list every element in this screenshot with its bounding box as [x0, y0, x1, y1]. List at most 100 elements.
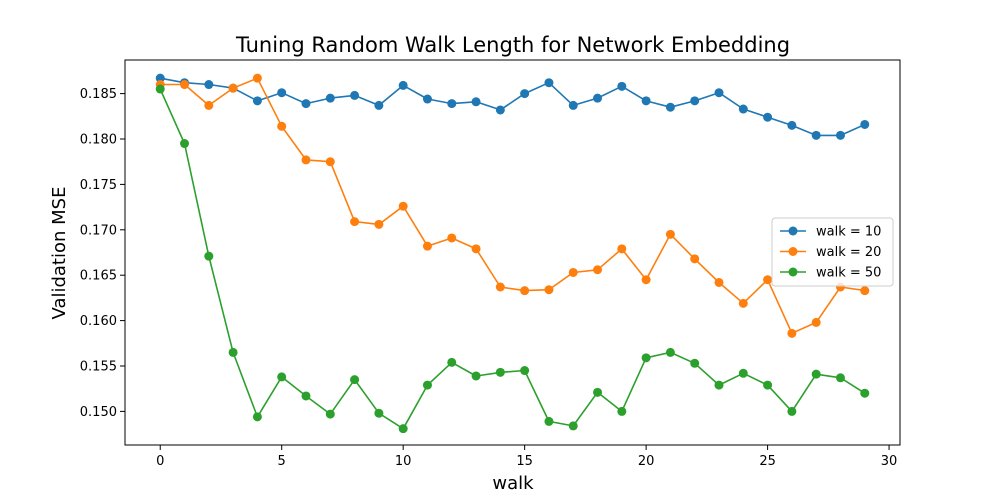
- data-point: [690, 254, 700, 264]
- y-axis-label: Validation MSE: [49, 187, 70, 320]
- data-point: [665, 347, 675, 357]
- legend-item: walk = 10: [780, 225, 881, 240]
- x-axis-label: walk: [492, 473, 534, 494]
- data-point: [787, 406, 797, 416]
- data-point: [495, 367, 505, 377]
- data-point: [252, 96, 262, 106]
- series-line: [160, 77, 865, 335]
- data-point: [665, 102, 675, 112]
- data-point: [180, 139, 190, 149]
- x-tick-label: 20: [638, 454, 655, 469]
- data-point: [641, 96, 651, 106]
- data-point: [665, 229, 675, 239]
- data-point: [252, 412, 262, 422]
- data-point: [155, 84, 165, 94]
- x-tick-label: 10: [395, 454, 412, 469]
- series-3: [155, 84, 870, 434]
- data-point: [593, 93, 603, 103]
- data-point: [350, 90, 360, 100]
- data-point: [325, 93, 335, 103]
- data-point: [252, 73, 262, 83]
- x-tick-label: 0: [156, 454, 164, 469]
- data-point: [228, 347, 238, 357]
- data-point: [374, 100, 384, 110]
- data-point: [301, 391, 311, 401]
- data-point: [398, 424, 408, 434]
- data-point: [471, 97, 481, 107]
- data-point: [568, 100, 578, 110]
- data-point: [495, 105, 505, 115]
- data-point: [763, 275, 773, 285]
- data-point: [520, 366, 530, 376]
- y-tick-label: 0.185: [80, 87, 117, 102]
- data-point: [447, 233, 457, 243]
- data-point: [374, 408, 384, 418]
- data-point: [204, 100, 214, 110]
- data-point: [714, 380, 724, 390]
- data-point: [763, 112, 773, 122]
- data-point: [301, 155, 311, 165]
- data-point: [544, 416, 554, 426]
- data-point: [811, 369, 821, 379]
- x-tick-label: 30: [881, 454, 898, 469]
- data-point: [180, 80, 190, 90]
- data-point: [763, 380, 773, 390]
- data-point: [690, 358, 700, 368]
- legend-label: walk = 10: [816, 225, 881, 240]
- data-point: [544, 285, 554, 295]
- data-point: [544, 78, 554, 88]
- data-point: [277, 372, 287, 382]
- data-point: [422, 241, 432, 251]
- y-tick-label: 0.175: [80, 178, 117, 193]
- legend-box: [771, 217, 894, 287]
- data-point: [568, 421, 578, 431]
- data-point: [738, 298, 748, 308]
- legend-swatch-marker: [788, 247, 798, 256]
- data-point: [860, 388, 870, 398]
- series-1: [155, 73, 870, 140]
- data-point: [835, 130, 845, 140]
- data-point: [350, 217, 360, 227]
- y-tick-label: 0.160: [80, 314, 117, 329]
- data-point: [520, 286, 530, 296]
- data-point: [787, 328, 797, 338]
- y-tick-label: 0.170: [80, 223, 117, 238]
- data-point: [422, 94, 432, 104]
- plot-frame: [124, 59, 901, 446]
- legend-item: walk = 20: [780, 245, 881, 260]
- data-point: [495, 282, 505, 292]
- y-tick-label: 0.165: [80, 269, 117, 284]
- legend-swatch-marker: [788, 226, 798, 236]
- data-point: [350, 375, 360, 385]
- data-point: [617, 406, 627, 416]
- data-point: [811, 130, 821, 140]
- data-point: [277, 121, 287, 131]
- data-point: [690, 96, 700, 106]
- y-tick-label: 0.155: [80, 360, 117, 375]
- data-point: [617, 244, 627, 254]
- data-point: [593, 265, 603, 275]
- x-tick-label: 5: [278, 454, 286, 469]
- data-point: [520, 89, 530, 99]
- legend-label: walk = 20: [816, 245, 881, 260]
- data-point: [471, 244, 481, 254]
- data-point: [447, 357, 457, 367]
- data-point: [568, 267, 578, 277]
- data-point: [325, 409, 335, 419]
- data-point: [422, 380, 432, 390]
- axes: 0 5 10 15 20 25 30 0.150 0.155 0.160 0.165 0.170 0.1…: [80, 59, 901, 469]
- data-point: [738, 368, 748, 378]
- data-point: [860, 119, 870, 129]
- data-point: [277, 88, 287, 98]
- data-point: [860, 286, 870, 296]
- data-point: [593, 387, 603, 397]
- data-point: [738, 104, 748, 114]
- legend-item: walk = 50: [780, 266, 881, 281]
- data-point: [204, 251, 214, 261]
- data-point: [714, 88, 724, 98]
- data-point: [374, 219, 384, 229]
- x-tick-label: 15: [516, 454, 533, 469]
- y-tick-label: 0.180: [80, 132, 117, 147]
